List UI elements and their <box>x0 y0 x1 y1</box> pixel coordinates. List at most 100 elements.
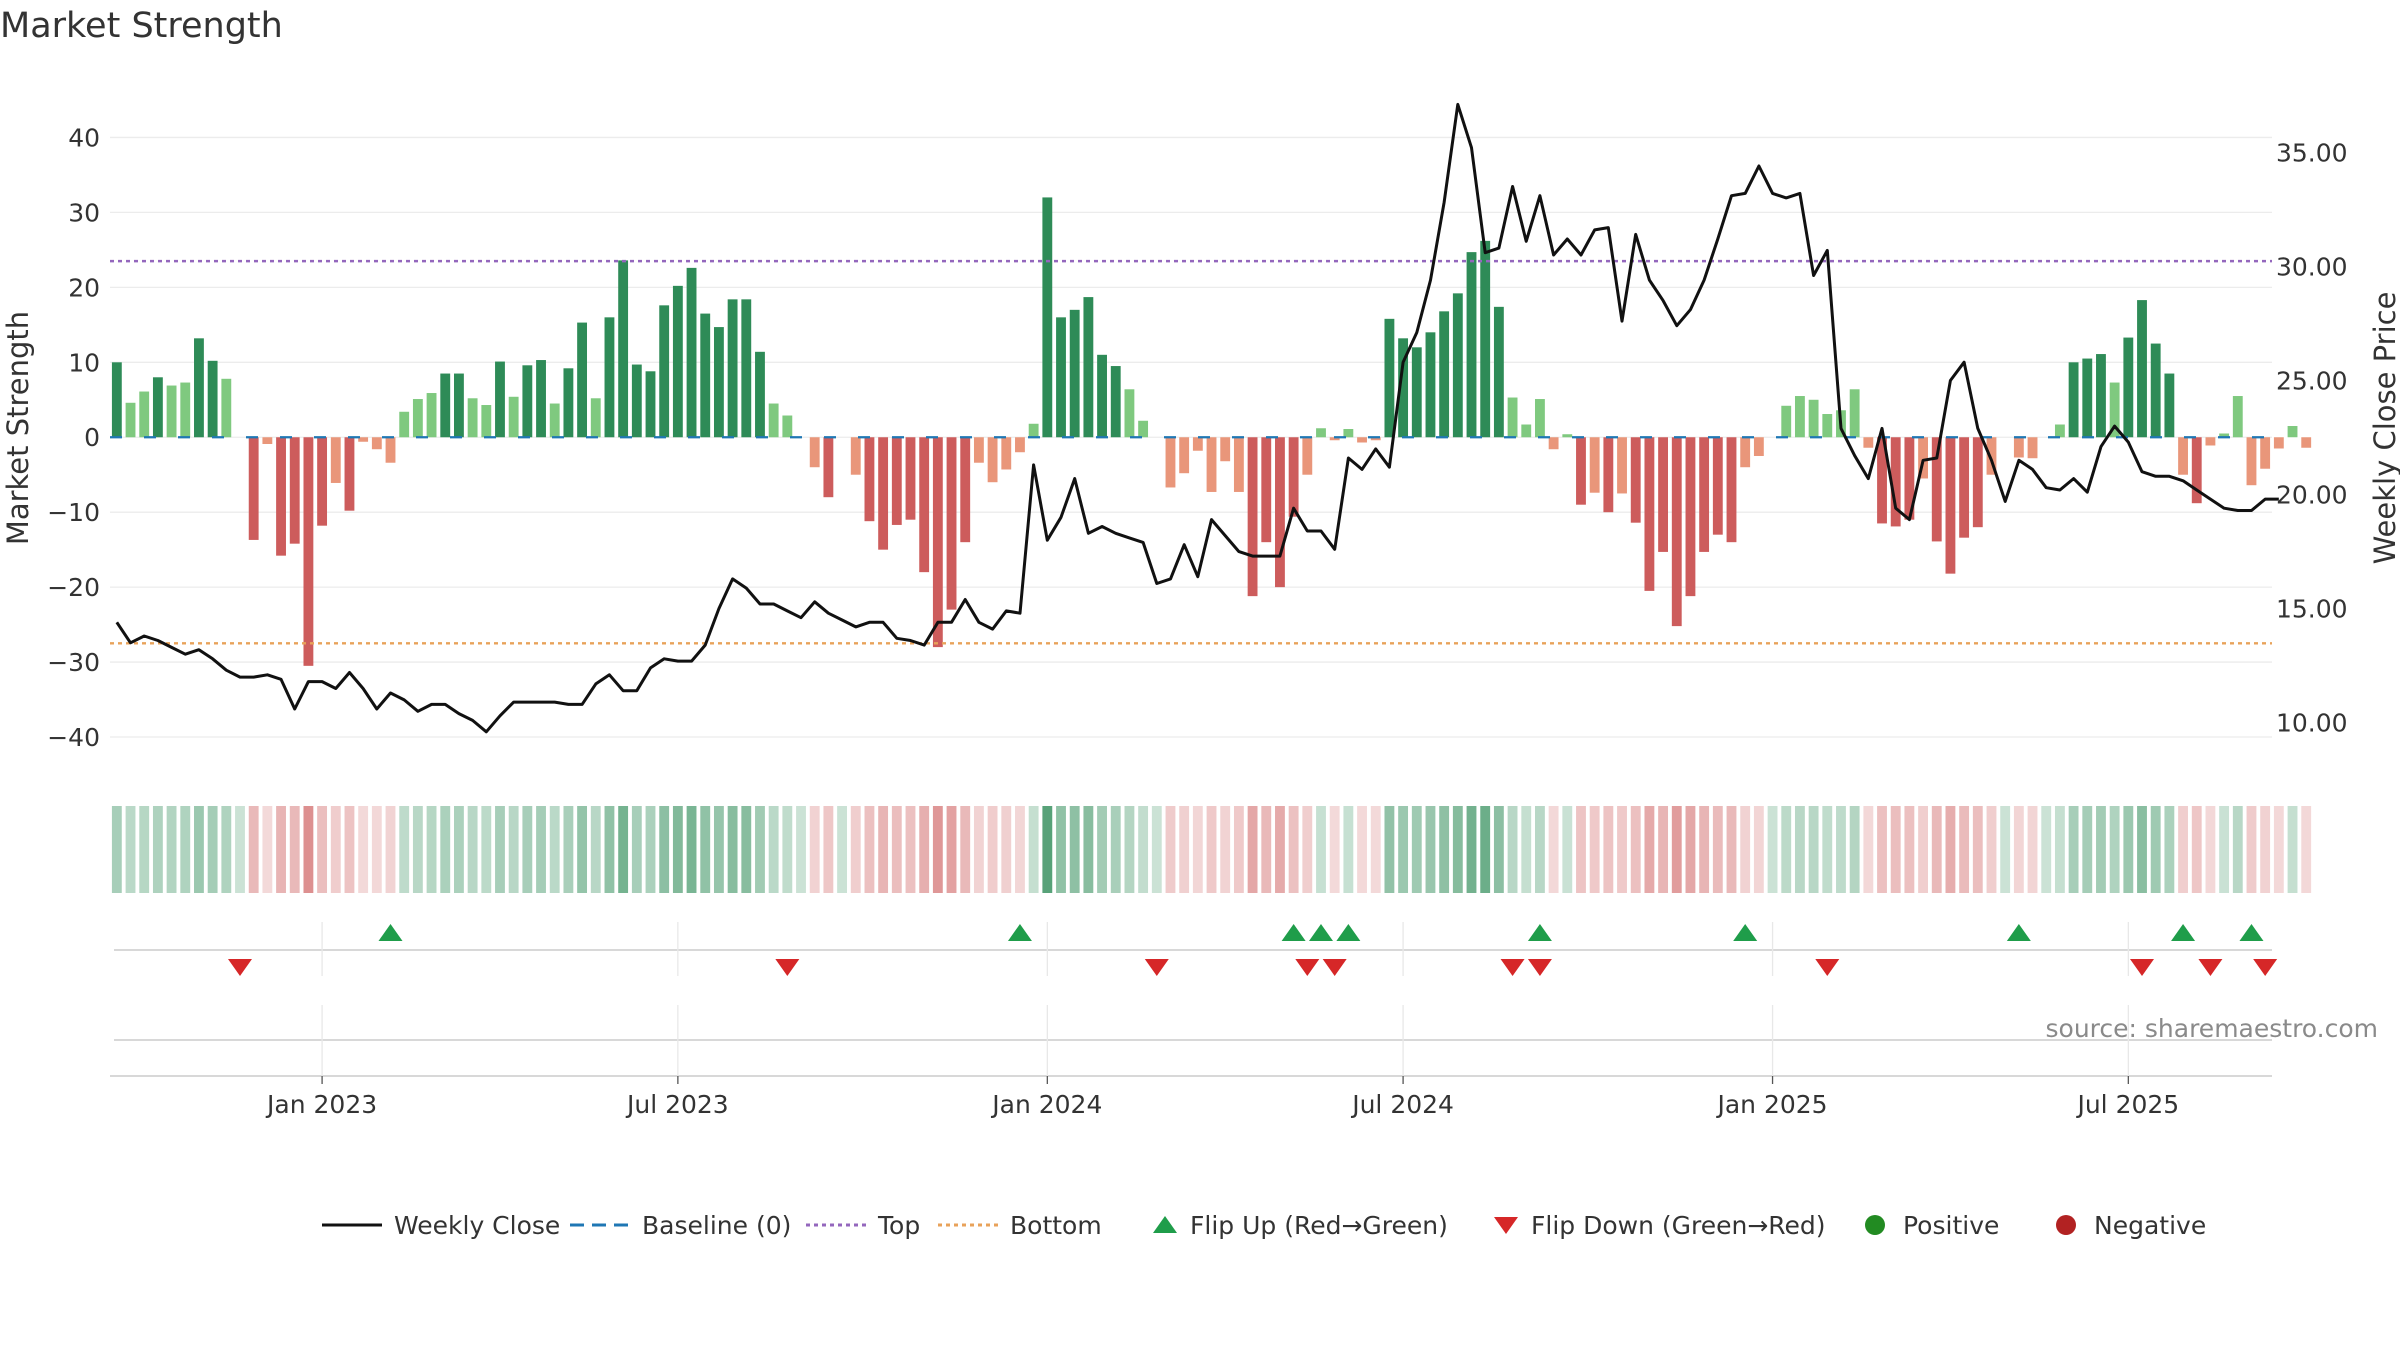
strength-bar <box>426 393 437 438</box>
strength-bar <box>194 338 204 438</box>
strength-bar <box>1603 437 1614 513</box>
heat-cell <box>755 806 765 893</box>
heat-cell <box>194 806 204 893</box>
heat-cell <box>700 806 711 893</box>
heat-cell <box>2137 806 2147 893</box>
strength-bar <box>973 437 984 463</box>
strength-bar <box>2246 437 2257 486</box>
strength-bar <box>987 437 998 483</box>
y-tick-label: −40 <box>47 723 100 752</box>
strength-bar <box>1439 311 1450 438</box>
heat-cell <box>522 806 533 893</box>
heat-cell <box>1617 806 1627 893</box>
heat-cell <box>289 806 300 893</box>
heat-cell <box>1918 806 1928 893</box>
heat-cell <box>973 806 984 893</box>
strength-bar <box>645 371 656 438</box>
heat-cell <box>454 806 464 893</box>
strength-bar <box>1671 437 1682 627</box>
strength-bar <box>1507 397 1518 438</box>
heat-cell <box>1452 806 1463 893</box>
strength-bar <box>317 437 328 526</box>
heat-cell <box>1507 806 1518 893</box>
strength-bar <box>303 437 314 666</box>
heat-cell <box>1288 806 1299 893</box>
legend-label: Bottom <box>1010 1211 1102 1240</box>
strength-bar <box>755 351 765 438</box>
heat-cell <box>1110 806 1121 893</box>
strength-bar <box>727 299 738 438</box>
strength-bar <box>508 396 519 438</box>
strength-bar <box>330 437 341 483</box>
flip-down-marker <box>1322 959 1347 976</box>
strength-bar <box>1918 437 1928 479</box>
legend-label: Negative <box>2094 1211 2206 1240</box>
strength-bar <box>905 437 916 520</box>
legend-dot-swatch <box>1865 1215 1885 1235</box>
strength-bar <box>289 437 300 544</box>
y-tick-label: 10 <box>68 348 100 377</box>
heat-cell <box>2287 806 2298 893</box>
strength-bar <box>358 437 369 442</box>
flip-down-marker <box>1815 959 1840 976</box>
strength-bar <box>878 437 889 550</box>
heat-cell <box>1521 806 1532 893</box>
heat-cell <box>125 806 136 893</box>
strength-bar <box>1384 318 1395 438</box>
heat-cell <box>1740 806 1751 893</box>
heat-cell <box>2123 806 2134 893</box>
heat-cell <box>1275 806 1285 893</box>
heat-cell <box>1398 806 1409 893</box>
strength-bar <box>1644 437 1655 591</box>
heat-cell <box>1986 806 1997 893</box>
strength-bar <box>481 405 492 438</box>
heat-cell <box>1535 806 1545 893</box>
strength-bar <box>604 317 615 438</box>
strength-bar <box>1945 437 1956 574</box>
strength-bar <box>1931 437 1942 542</box>
heat-cell <box>823 806 834 893</box>
heat-cell <box>1411 806 1422 893</box>
strength-bar <box>1042 197 1053 438</box>
strength-bar <box>1138 420 1149 438</box>
heat-cell <box>713 806 724 893</box>
strength-bar <box>713 327 724 438</box>
legend-item: Negative <box>2056 1211 2206 1240</box>
heat-cell <box>536 806 546 893</box>
heat-cell <box>1056 806 1066 893</box>
strength-bar <box>563 368 574 438</box>
heat-cell <box>1699 806 1710 893</box>
heat-cell <box>2000 806 2011 893</box>
heat-cell <box>399 806 410 893</box>
heat-cell <box>2096 806 2106 893</box>
strength-bar <box>1890 437 1901 527</box>
heat-cell <box>1001 806 1012 893</box>
strength-bar <box>385 437 396 463</box>
strength-bar <box>152 377 163 438</box>
heat-cell <box>1302 806 1313 893</box>
strength-bar <box>1658 437 1669 552</box>
heat-cell <box>1767 806 1778 893</box>
heat-cell <box>1959 806 1970 893</box>
y-tick-label: 30 <box>68 198 100 227</box>
strength-bar <box>1466 252 1477 438</box>
y2-tick-label: 15.00 <box>2276 595 2348 624</box>
heat-cell <box>1069 806 1080 893</box>
strength-bar <box>2191 437 2202 504</box>
flip-up-marker <box>1281 924 1306 941</box>
strength-bar <box>1083 297 1094 438</box>
y2-tick-label: 35.00 <box>2276 138 2348 167</box>
strength-bar <box>809 437 820 468</box>
heat-cell <box>1247 806 1258 893</box>
heat-cell <box>850 806 861 893</box>
strength-bar <box>1740 437 1751 468</box>
strength-bar <box>2068 362 2079 438</box>
heat-cell <box>577 806 588 893</box>
heat-cell <box>2191 806 2202 893</box>
weekly-close-line <box>115 102 2279 734</box>
strength-bar <box>700 313 711 438</box>
heat-cell <box>1849 806 1860 893</box>
strength-bar <box>1165 437 1176 488</box>
strength-bar <box>1015 437 1025 453</box>
strength-bar <box>960 437 971 543</box>
